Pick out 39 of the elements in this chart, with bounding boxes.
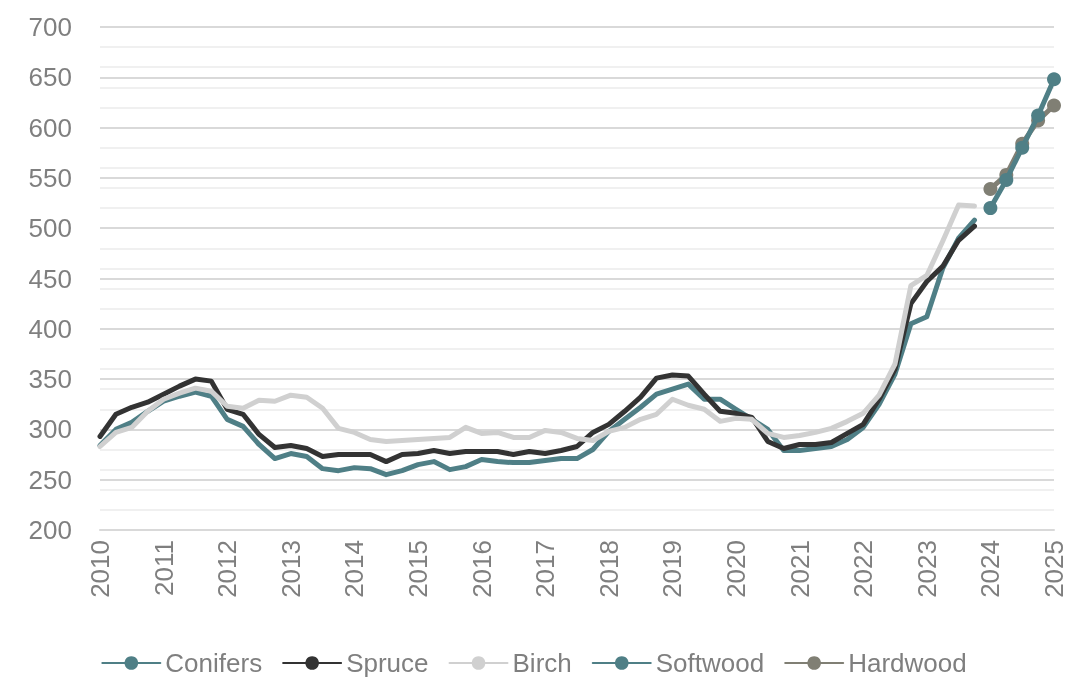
x-tick-label: 2024 — [975, 540, 1006, 598]
x-tick-label: 2013 — [275, 540, 306, 598]
point — [999, 172, 1014, 187]
x-tick-label: 2015 — [403, 540, 433, 598]
y-tick-label: 700 — [28, 12, 72, 42]
y-tick-label: 350 — [28, 364, 72, 395]
legend-label: Conifers — [165, 648, 263, 678]
x-tick-label: 2019 — [657, 540, 688, 598]
x-tick-label: 2017 — [530, 540, 561, 598]
point — [1047, 72, 1061, 87]
y-tick-label: 600 — [28, 112, 72, 143]
legend-label: Softwood — [655, 648, 765, 678]
y-tick-label: 250 — [28, 464, 72, 495]
x-tick-label: 2023 — [911, 540, 942, 598]
y-tick-label: 500 — [28, 213, 72, 244]
x-tick-label: 2018 — [593, 540, 624, 598]
y-tick-label: 400 — [28, 313, 72, 344]
point — [983, 201, 998, 216]
y-tick-label: 650 — [28, 62, 72, 93]
point — [1031, 108, 1046, 123]
y-tick-label: 300 — [28, 414, 72, 445]
point — [983, 181, 998, 196]
y-tick-label: 450 — [28, 263, 72, 294]
x-tick-label: 2016 — [466, 540, 497, 598]
x-tick-label: 2014 — [339, 540, 370, 598]
legend-label: Birch — [512, 648, 572, 678]
x-tick-label: 2010 — [85, 540, 115, 598]
x-tick-label: 2021 — [784, 540, 815, 598]
x-tick-label: 2012 — [212, 540, 243, 598]
y-tick-label: 550 — [28, 162, 72, 193]
x-tick-label: 2011 — [148, 540, 179, 596]
legend-label: Hardwood — [848, 648, 967, 678]
x-tick-label: 2025 — [1039, 540, 1068, 598]
point — [1015, 140, 1030, 155]
y-tick-label: 200 — [28, 515, 72, 545]
x-tick-label: 2022 — [848, 540, 879, 598]
x-tick-label: 2020 — [721, 540, 751, 598]
legend-label: Spruce — [346, 648, 429, 678]
point — [1047, 98, 1061, 113]
